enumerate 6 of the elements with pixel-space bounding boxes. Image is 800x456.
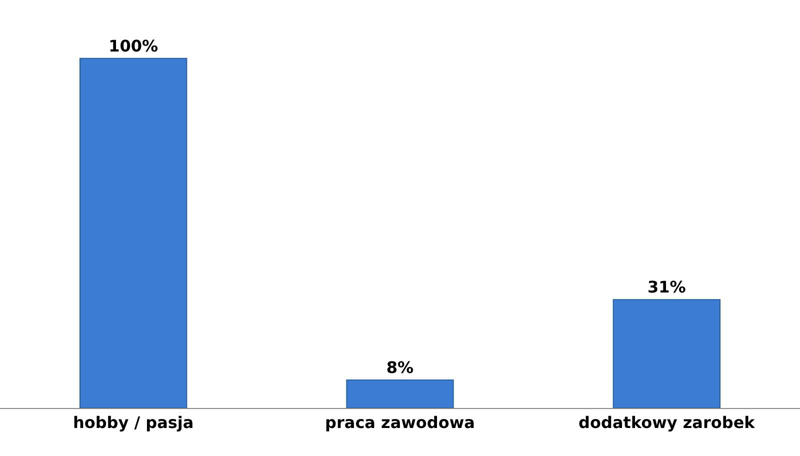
x-tick-label: hobby / pasja <box>72 413 194 432</box>
x-tick-label: dodatkowy zarobek <box>578 413 756 432</box>
data-label: 100% <box>108 36 158 56</box>
data-label: 8% <box>386 358 414 378</box>
x-tick-label: praca zawodowa <box>325 413 475 432</box>
data-label: 31% <box>648 278 686 297</box>
